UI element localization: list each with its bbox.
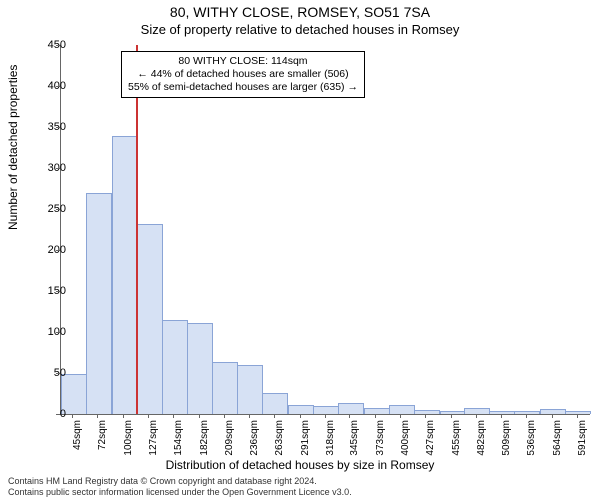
x-tick-mark xyxy=(577,414,578,418)
x-tick-mark xyxy=(400,414,401,418)
x-tick-mark xyxy=(425,414,426,418)
y-tick-mark xyxy=(56,373,60,374)
histogram-bar xyxy=(187,323,213,414)
y-tick-mark xyxy=(56,127,60,128)
x-tick-label: 591sqm xyxy=(577,420,588,464)
x-tick-mark xyxy=(123,414,124,418)
y-tick-mark xyxy=(56,250,60,251)
x-tick-mark xyxy=(476,414,477,418)
x-tick-mark xyxy=(325,414,326,418)
x-tick-label: 318sqm xyxy=(325,420,336,464)
x-tick-mark xyxy=(451,414,452,418)
histogram-bar xyxy=(414,410,440,414)
histogram-bar xyxy=(514,411,540,414)
x-tick-label: 127sqm xyxy=(148,420,159,464)
y-tick-mark xyxy=(56,332,60,333)
histogram-bar xyxy=(464,408,490,414)
x-tick-mark xyxy=(72,414,73,418)
x-tick-mark xyxy=(97,414,98,418)
annotation-line2: ← 44% of detached houses are smaller (50… xyxy=(128,68,358,81)
x-tick-mark xyxy=(148,414,149,418)
x-tick-label: 400sqm xyxy=(400,420,411,464)
x-tick-label: 564sqm xyxy=(552,420,563,464)
x-tick-label: 182sqm xyxy=(199,420,210,464)
y-tick-label: 50 xyxy=(26,367,66,379)
footer-line1: Contains HM Land Registry data © Crown c… xyxy=(8,476,592,487)
y-tick-label: 100 xyxy=(26,326,66,338)
x-tick-label: 482sqm xyxy=(476,420,487,464)
x-tick-label: 536sqm xyxy=(526,420,537,464)
marker-line xyxy=(136,45,138,414)
y-tick-label: 0 xyxy=(26,408,66,420)
y-tick-label: 200 xyxy=(26,244,66,256)
y-tick-label: 400 xyxy=(26,80,66,92)
x-tick-label: 45sqm xyxy=(72,420,83,464)
x-tick-label: 291sqm xyxy=(300,420,311,464)
x-tick-label: 209sqm xyxy=(224,420,235,464)
y-tick-mark xyxy=(56,291,60,292)
annotation-line3: 55% of semi-detached houses are larger (… xyxy=(128,81,358,94)
chart-subtitle: Size of property relative to detached ho… xyxy=(0,22,600,37)
x-tick-mark xyxy=(552,414,553,418)
y-tick-label: 250 xyxy=(26,203,66,215)
histogram-bar xyxy=(137,224,163,414)
x-tick-label: 154sqm xyxy=(173,420,184,464)
histogram-bar xyxy=(440,411,466,414)
x-tick-label: 345sqm xyxy=(349,420,360,464)
histogram-bar xyxy=(364,408,390,414)
x-tick-mark xyxy=(501,414,502,418)
y-tick-label: 300 xyxy=(26,162,66,174)
x-tick-mark xyxy=(349,414,350,418)
histogram-bar xyxy=(288,405,314,414)
x-tick-label: 236sqm xyxy=(249,420,260,464)
histogram-bar xyxy=(565,411,591,414)
x-tick-label: 100sqm xyxy=(123,420,134,464)
histogram-bar xyxy=(262,393,288,415)
annotation-line1: 80 WITHY CLOSE: 114sqm xyxy=(128,55,358,68)
histogram-bar xyxy=(338,403,364,414)
x-tick-mark xyxy=(173,414,174,418)
y-tick-mark xyxy=(56,209,60,210)
histogram-bar xyxy=(162,320,188,414)
y-axis-label: Number of detached properties xyxy=(6,65,20,230)
plot-area: 80 WITHY CLOSE: 114sqm ← 44% of detached… xyxy=(60,45,590,415)
x-tick-label: 455sqm xyxy=(451,420,462,464)
x-tick-label: 263sqm xyxy=(274,420,285,464)
annotation-box: 80 WITHY CLOSE: 114sqm ← 44% of detached… xyxy=(121,51,365,98)
x-tick-mark xyxy=(274,414,275,418)
histogram-bar xyxy=(112,136,138,414)
histogram-bar xyxy=(389,405,415,414)
footer-line2: Contains public sector information licen… xyxy=(8,487,592,498)
y-tick-label: 350 xyxy=(26,121,66,133)
chart-container: 80, WITHY CLOSE, ROMSEY, SO51 7SA Size o… xyxy=(0,0,600,500)
histogram-bar xyxy=(489,411,515,414)
x-tick-mark xyxy=(375,414,376,418)
y-tick-label: 150 xyxy=(26,285,66,297)
histogram-bar xyxy=(540,409,566,414)
x-tick-mark xyxy=(224,414,225,418)
x-tick-label: 72sqm xyxy=(97,420,108,464)
x-tick-label: 427sqm xyxy=(425,420,436,464)
footer-attribution: Contains HM Land Registry data © Crown c… xyxy=(8,476,592,498)
y-tick-mark xyxy=(56,86,60,87)
histogram-bar xyxy=(86,193,112,414)
y-tick-mark xyxy=(56,45,60,46)
histogram-bar xyxy=(313,406,339,414)
chart-title-address: 80, WITHY CLOSE, ROMSEY, SO51 7SA xyxy=(0,4,600,20)
x-tick-mark xyxy=(249,414,250,418)
x-tick-mark xyxy=(526,414,527,418)
x-tick-label: 509sqm xyxy=(501,420,512,464)
histogram-bar xyxy=(237,365,263,414)
x-tick-mark xyxy=(300,414,301,418)
x-tick-label: 373sqm xyxy=(375,420,386,464)
y-tick-mark xyxy=(56,414,60,415)
y-tick-mark xyxy=(56,168,60,169)
histogram-bar xyxy=(212,362,238,414)
y-tick-label: 450 xyxy=(26,39,66,51)
x-tick-mark xyxy=(199,414,200,418)
